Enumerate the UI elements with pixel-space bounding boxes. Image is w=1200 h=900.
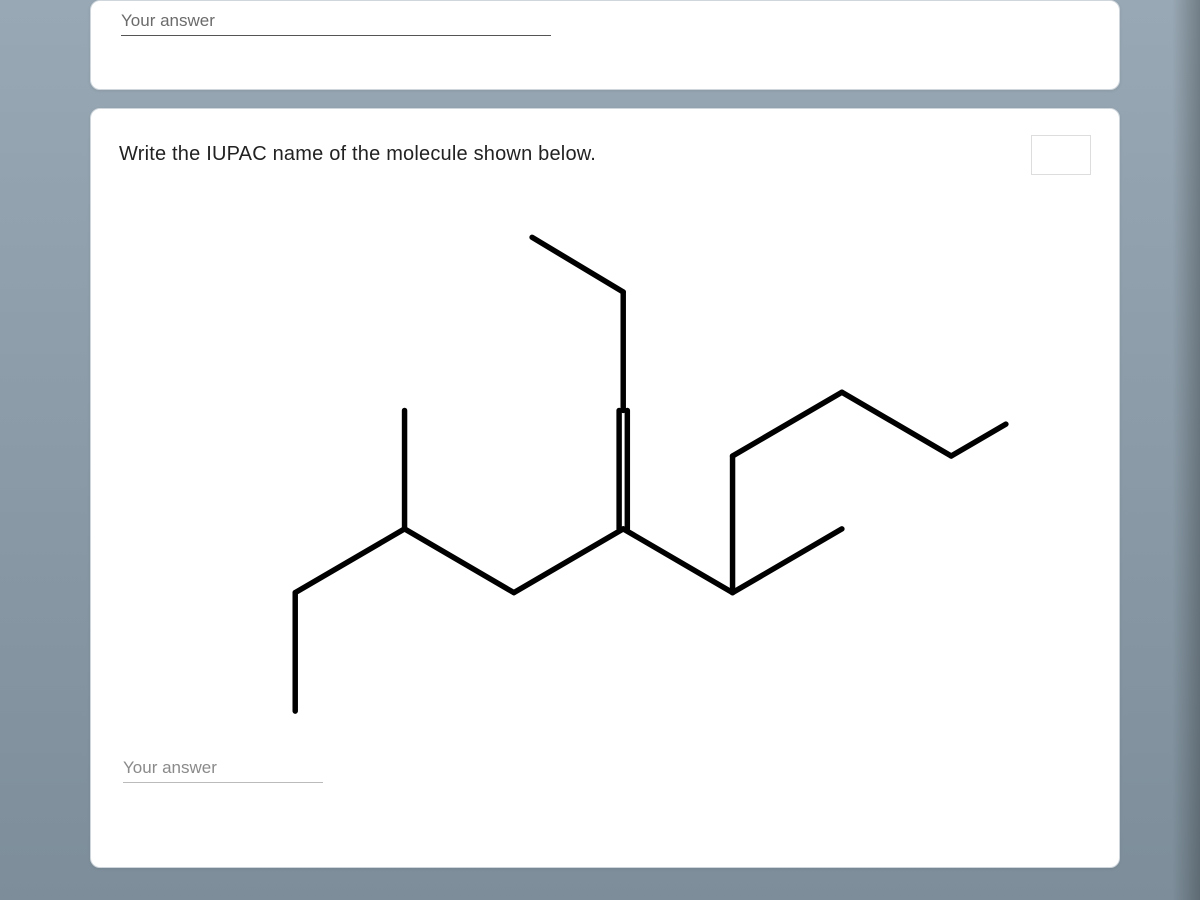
answer-input[interactable] [123, 754, 323, 783]
answer-field-group [123, 754, 1091, 783]
question-prompt: Write the IUPAC name of the molecule sho… [119, 143, 1091, 166]
previous-question-card [90, 0, 1120, 90]
answer-field-group [121, 7, 551, 36]
question-card: Write the IUPAC name of the molecule sho… [90, 108, 1120, 868]
screen-edge-shadow [1172, 0, 1200, 900]
molecule-diagram [195, 176, 1015, 736]
molecule-figure [119, 166, 1091, 736]
form-container: Write the IUPAC name of the molecule sho… [90, 0, 1120, 886]
points-box [1031, 135, 1091, 175]
previous-answer-input[interactable] [121, 7, 551, 36]
